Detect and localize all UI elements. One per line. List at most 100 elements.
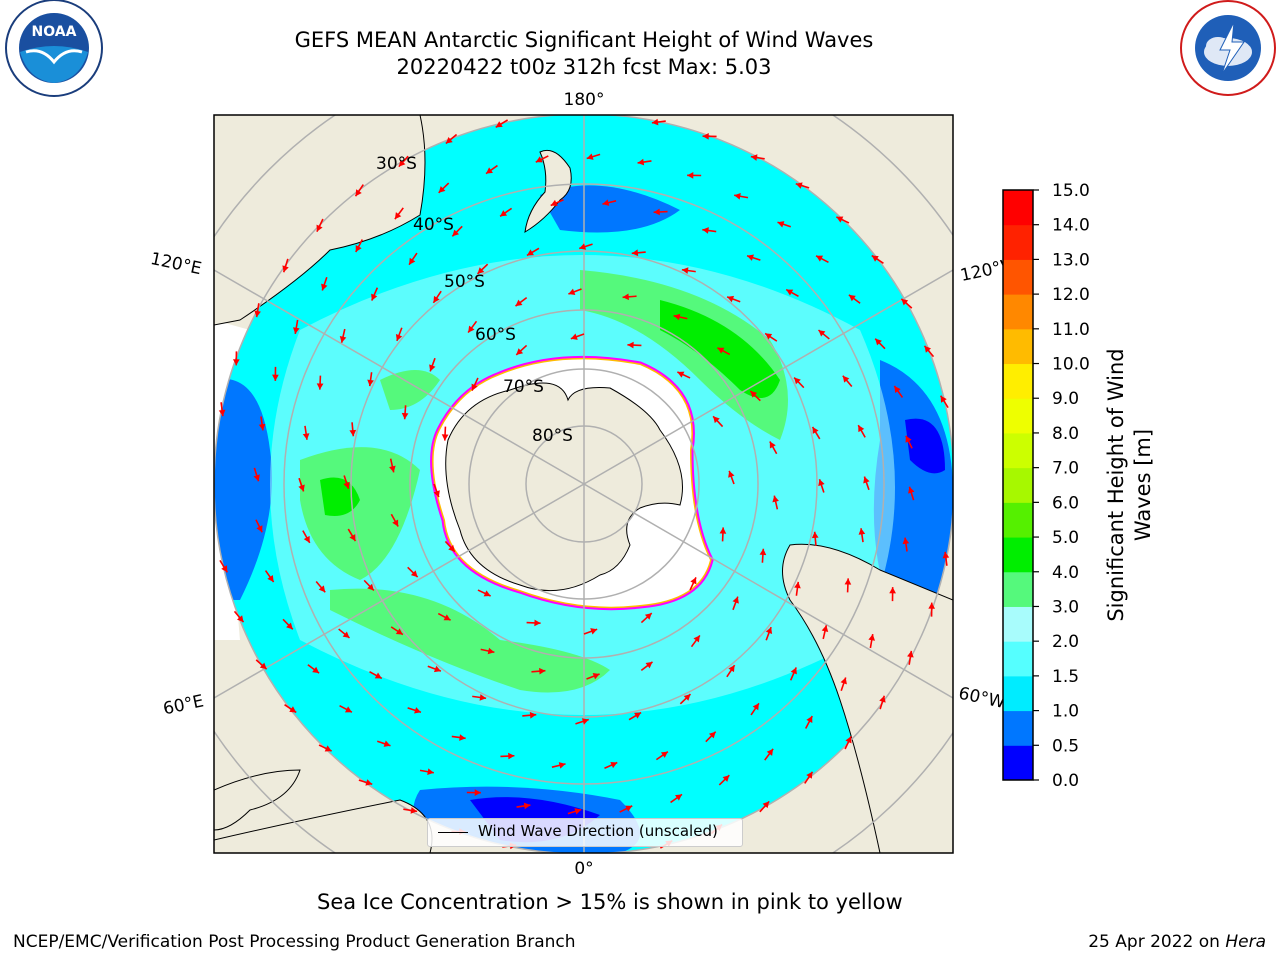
sea-ice-caption: Sea Ice Concentration > 15% is shown in …	[317, 890, 903, 914]
wind-wave-arrowhead	[806, 716, 813, 724]
footer-credit: NCEP/EMC/Verification Post Processing Pr…	[13, 932, 576, 952]
wind-wave-arrowhead	[316, 383, 324, 390]
wind-wave-arrowhead	[928, 602, 936, 609]
wind-wave-arrowhead	[690, 577, 697, 585]
wind-wave-arrowhead	[631, 249, 639, 257]
wind-wave-arrowhead	[762, 801, 770, 809]
wind-wave-arrowhead	[889, 587, 896, 594]
wind-wave-arrowhead	[550, 199, 558, 207]
wind-wave-arrowhead	[750, 390, 758, 398]
wind-wave-arrowhead	[495, 121, 503, 128]
wind-wave-arrowhead	[579, 243, 587, 250]
wind-wave-arrowhead	[389, 465, 396, 473]
colorbar-label-line2: Waves [m]	[1131, 429, 1155, 541]
wind-wave-arrowhead	[750, 154, 758, 161]
wind-wave-arrowhead	[516, 348, 524, 355]
wind-wave-arrowhead	[777, 221, 785, 228]
wind-wave-arrowhead	[529, 711, 537, 719]
new-zealand	[524, 149, 572, 233]
wind-wave-arrowhead	[401, 412, 409, 420]
wind-wave-arrowhead	[840, 677, 847, 685]
wind-wave-arrowhead	[365, 779, 373, 786]
colorbar-tick-label: 12.0	[1052, 285, 1090, 305]
colorbar-tick-label: 8.0	[1052, 424, 1079, 444]
wind-wave-arrowhead	[218, 409, 226, 417]
wind-wave-arrowhead	[568, 288, 576, 295]
wind-wave-arrowhead	[673, 313, 681, 321]
lat-label-60s: 60°S	[475, 325, 516, 345]
colorbar-label-line1: Significant Height of Wind	[1104, 348, 1128, 621]
lon-label-120e: 120°E	[149, 249, 204, 279]
wind-wave-arrowhead	[811, 531, 819, 539]
wind-wave-arrowhead	[256, 525, 263, 533]
colorbar-frame	[1002, 189, 1034, 781]
wind-wave-arrowhead	[254, 310, 261, 318]
wind-wave-arrowhead	[681, 267, 689, 274]
wind-wave-arrowhead	[392, 519, 399, 527]
colorbar-bin	[1003, 675, 1033, 712]
wind-wave-arrowhead	[433, 665, 441, 673]
wind-wave-arrowhead	[355, 189, 362, 197]
nws-logo	[1180, 0, 1276, 96]
wind-wave-arrowhead	[289, 706, 297, 713]
wind-wave-arrowhead	[232, 359, 240, 366]
wind-wave-arrowhead	[863, 476, 870, 484]
wind-wave-arrowhead	[282, 265, 289, 273]
lat-label-30s: 30°S	[376, 154, 417, 174]
wind-wave-arrowhead	[752, 703, 759, 711]
wind-wave-arrowhead	[459, 734, 466, 741]
wind-wave-arrowhead	[272, 374, 279, 381]
wind-wave-arrowhead	[747, 254, 754, 261]
wind-wave-arrowhead	[471, 383, 478, 391]
wind-wave-arrowhead	[627, 341, 634, 349]
wind-wave-arrowhead	[581, 718, 589, 725]
noaa-logo: NOAA	[5, 0, 103, 97]
region-green-south	[330, 588, 610, 693]
wind-wave-arrowhead	[427, 768, 434, 776]
wind-wave-arrowhead	[487, 647, 495, 655]
wind-wave-arrowhead	[644, 613, 652, 620]
colorbar-tick-label: 0.0	[1052, 771, 1079, 791]
lat-label-70s: 70°S	[503, 377, 544, 397]
wind-wave-arrowhead	[438, 186, 446, 193]
wind-wave-arrowhead	[702, 227, 709, 234]
wind-wave-arrowhead	[683, 694, 691, 701]
colorbar-bin	[1003, 745, 1033, 781]
wind-wave-arrowhead	[660, 751, 668, 758]
colorbar-tick-label: 1.5	[1052, 667, 1079, 687]
wind-wave-arrowhead	[713, 416, 720, 424]
lon-label-60w: 60°W	[957, 684, 1007, 713]
chart-title: GEFS MEAN Antarctic Significant Height o…	[294, 28, 874, 52]
wind-wave-arrowhead	[905, 435, 912, 443]
wind-wave-arrowhead	[433, 490, 440, 498]
wind-wave-arrowhead	[759, 548, 767, 556]
wind-wave-arrowhead	[298, 484, 305, 492]
wind-wave-arrowhead	[395, 628, 403, 635]
colorbar-tick-label: 15.0	[1052, 181, 1090, 201]
lon-label-180: 180°	[564, 90, 605, 110]
wind-wave-arrowhead	[367, 379, 374, 387]
antarctica	[445, 382, 683, 592]
colorbar-bin	[1003, 467, 1033, 503]
wind-wave-arrowhead	[316, 224, 323, 232]
wind-wave-arrowhead	[868, 634, 876, 641]
wind-wave-arrowhead	[414, 707, 421, 714]
wind-wave-arrowhead	[349, 534, 356, 542]
wind-wave-arrowhead	[879, 695, 886, 703]
lat-label-40s: 40°S	[413, 215, 454, 235]
wind-wave-arrowhead	[924, 345, 932, 353]
wind-wave-arrowhead	[790, 667, 797, 675]
wind-wave-arrowhead	[653, 208, 660, 216]
wind-wave-arrowhead	[717, 347, 725, 354]
wind-wave-arrowhead	[324, 745, 332, 752]
wind-wave-arrowhead	[818, 479, 825, 487]
wind-wave-arrowhead	[483, 590, 491, 597]
wind-wave-arrowhead	[940, 395, 947, 403]
wind-wave-arrowhead	[769, 441, 776, 449]
wind-wave-arrowhead	[806, 771, 813, 779]
wind-wave-arrows	[218, 118, 950, 850]
lon-label-60e: 60°E	[161, 691, 205, 719]
wind-wave-arrowhead	[286, 622, 293, 630]
wind-wave-arrowhead	[816, 255, 824, 262]
wind-wave-arrowhead	[836, 216, 844, 223]
